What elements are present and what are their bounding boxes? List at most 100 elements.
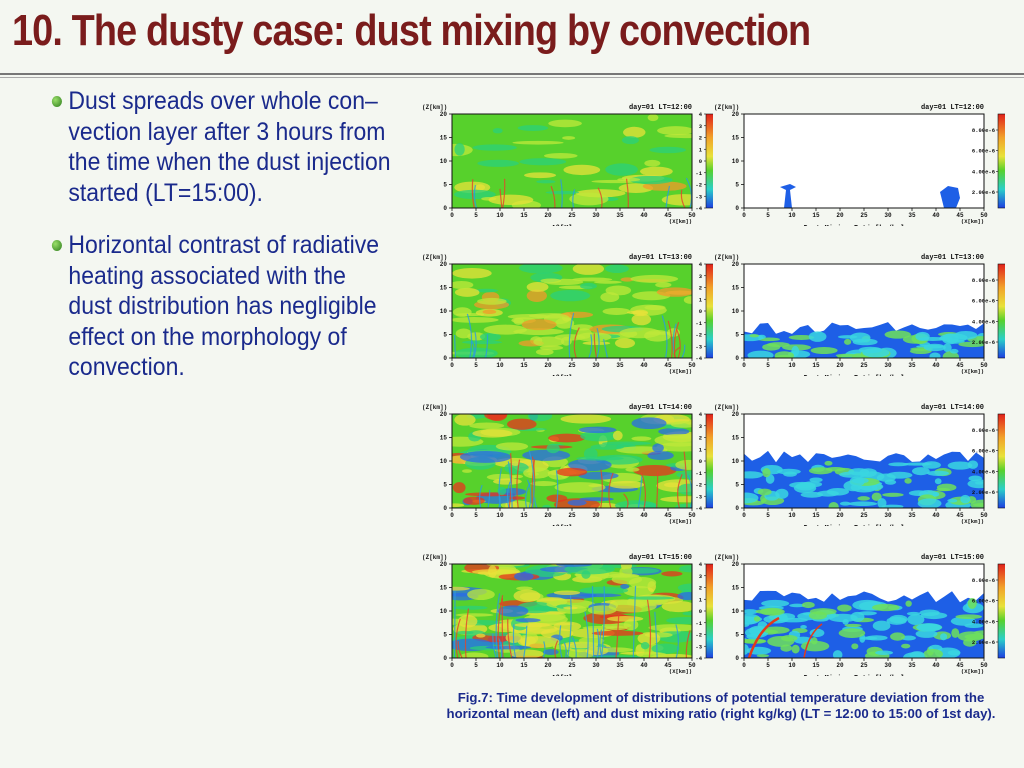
y-tick-label: 5 xyxy=(443,182,447,189)
x-tick-label: 30 xyxy=(884,212,892,219)
x-tick-label: 40 xyxy=(932,212,940,219)
dust-ratio-panel: 0 5 10 15 20 25 30 35 40 45 50 0 5 10 15 20 (Z[km]) day=0… xyxy=(710,96,1005,226)
x-tick-label: 40 xyxy=(640,212,648,219)
bullet-text: Horizontal contrast of radiative heating… xyxy=(68,230,399,383)
y-tick-label: 5 xyxy=(443,632,447,639)
x-tick-label: 20 xyxy=(836,512,844,519)
y-tick-label: 15 xyxy=(440,135,448,142)
y-tick-label: 20 xyxy=(732,561,740,568)
colorbar-tick-label: 2.00e-6 xyxy=(972,489,995,496)
colorbar-tick-label: -3 xyxy=(695,193,702,200)
x-tick-label: 50 xyxy=(980,362,988,369)
colorbar-tick-label: 0 xyxy=(699,608,702,615)
y-tick-label: 10 xyxy=(732,608,740,615)
x-tick-label: 50 xyxy=(980,662,988,669)
x-tick-label: 5 xyxy=(474,362,478,369)
x-tick-label: 20 xyxy=(544,512,552,519)
y-tick-label: 0 xyxy=(443,505,447,512)
x-tick-label: 20 xyxy=(544,662,552,669)
y-tick-label: 15 xyxy=(732,585,740,592)
y-tick-label: 20 xyxy=(440,411,448,418)
slide-title: 10. The dusty case: dust mixing by conve… xyxy=(12,6,811,55)
y-tick-label: 0 xyxy=(735,355,739,362)
x-tick-label: 10 xyxy=(788,512,796,519)
colorbar-tick-label: 2 xyxy=(699,435,702,442)
bullet-dot-icon xyxy=(51,240,62,251)
x-tick-label: 40 xyxy=(932,662,940,669)
colorbar-tick-label: -1 xyxy=(695,620,702,627)
x-tick-label: 20 xyxy=(544,212,552,219)
colorbar-tick-label: -1 xyxy=(695,320,702,327)
colorbar-tick-label: -4 xyxy=(695,655,702,662)
colorbar-tick-label: 4.00e-6 xyxy=(972,468,995,475)
x-axis-label: Dust Mixing Ratio[kg/kg] xyxy=(804,675,905,676)
x-tick-label: 5 xyxy=(766,362,770,369)
y-axis-label: (Z[km]) xyxy=(422,104,447,111)
x-tick-label: 30 xyxy=(592,362,600,369)
colorbar-tick-label: 2 xyxy=(699,285,702,292)
colorbar-tick-label: -1 xyxy=(695,470,702,477)
x-tick-label: 5 xyxy=(474,512,478,519)
x-tick-label: 50 xyxy=(980,212,988,219)
x-tick-label: 40 xyxy=(932,362,940,369)
colorbar-tick-label: 2.00e-6 xyxy=(972,339,995,346)
x-tick-label: 15 xyxy=(812,662,820,669)
x-tick-label: 30 xyxy=(592,212,600,219)
x-axis-unit: (X[km]) xyxy=(961,518,984,525)
bullet-item: Horizontal contrast of radiative heating… xyxy=(50,230,400,383)
x-axis-label: Dust Mixing Ratio[kg/kg] xyxy=(804,525,905,526)
x-tick-label: 15 xyxy=(520,512,528,519)
panel-row: 0 5 10 15 20 25 30 35 40 45 50 0 5 10 15 20 (Z[km]) day=0… xyxy=(418,396,1024,526)
title-divider-shadow xyxy=(0,77,1024,78)
x-tick-label: 5 xyxy=(766,662,770,669)
colorbar-tick-label: 6.00e-6 xyxy=(972,148,995,155)
colorbar-tick-label: -3 xyxy=(695,493,702,500)
colorbar-tick-label: 0 xyxy=(699,308,702,315)
colorbar-tick-label: 4 xyxy=(699,111,703,118)
x-axis-unit: (X[km]) xyxy=(669,518,692,525)
bullet-line: started (LT=15:00). xyxy=(68,178,263,207)
x-tick-label: 10 xyxy=(496,512,504,519)
colorbar-tick-label: 4 xyxy=(699,261,703,268)
panel-header: day=01 LT=15:00 xyxy=(921,554,984,562)
y-tick-label: 10 xyxy=(440,608,448,615)
colorbar-tick-label: 0 xyxy=(699,158,702,165)
theta-deviation-panel: 0 5 10 15 20 25 30 35 40 45 50 0 5 10 15 20 (Z[km]) day=0… xyxy=(418,96,713,226)
colorbar-tick-label: 8.00e-6 xyxy=(972,427,995,434)
colorbar-tick-label: -2 xyxy=(695,482,702,489)
x-tick-label: 45 xyxy=(664,512,672,519)
colorbar-tick-label: 3 xyxy=(699,273,703,280)
y-tick-label: 0 xyxy=(735,505,739,512)
y-tick-label: 10 xyxy=(732,458,740,465)
panel-header: day=01 LT=13:00 xyxy=(629,254,692,262)
x-tick-label: 40 xyxy=(932,512,940,519)
x-tick-label: 10 xyxy=(496,662,504,669)
figure-panels: 0 5 10 15 20 25 30 35 40 45 50 0 5 10 15 20 (Z[km]) day=0… xyxy=(418,96,1024,686)
colorbar-tick-label: 2.00e-6 xyxy=(972,639,995,646)
y-tick-label: 15 xyxy=(732,285,740,292)
colorbar-tick-label: 3 xyxy=(699,123,703,130)
x-tick-label: 30 xyxy=(884,362,892,369)
panel-row: 0 5 10 15 20 25 30 35 40 45 50 0 5 10 15 20 (Z[km]) day=0… xyxy=(418,246,1024,376)
caption-line: Fig.7: Time development of distributions… xyxy=(457,690,985,705)
bullet-line: the time when the dust injection xyxy=(68,148,391,176)
dust-ratio-panel: 0 5 10 15 20 25 30 35 40 45 50 0 5 10 15 20 (Z[km]) day=0… xyxy=(710,246,1005,376)
x-tick-label: 15 xyxy=(812,512,820,519)
colorbar-tick-label: -2 xyxy=(695,182,702,189)
colorbar-tick-label: 6.00e-6 xyxy=(972,298,995,305)
x-tick-label: 10 xyxy=(788,662,796,669)
x-tick-label: 25 xyxy=(568,362,576,369)
bullet-line: heating associated with the xyxy=(68,261,346,290)
x-axis-label: Δθ[K] xyxy=(551,675,572,676)
colorbar-tick-label: -1 xyxy=(695,170,702,177)
x-tick-label: 35 xyxy=(908,362,916,369)
y-tick-label: 10 xyxy=(732,308,740,315)
x-tick-label: 40 xyxy=(640,512,648,519)
x-axis-label: Dust Mixing Ratio[kg/kg] xyxy=(804,375,905,376)
x-tick-label: 45 xyxy=(956,212,964,219)
y-axis-label: (Z[km]) xyxy=(714,554,739,561)
x-tick-label: 40 xyxy=(640,662,648,669)
y-tick-label: 15 xyxy=(440,285,448,292)
colorbar-tick-label: 8.00e-6 xyxy=(972,577,995,584)
y-axis-label: (Z[km]) xyxy=(714,104,739,111)
